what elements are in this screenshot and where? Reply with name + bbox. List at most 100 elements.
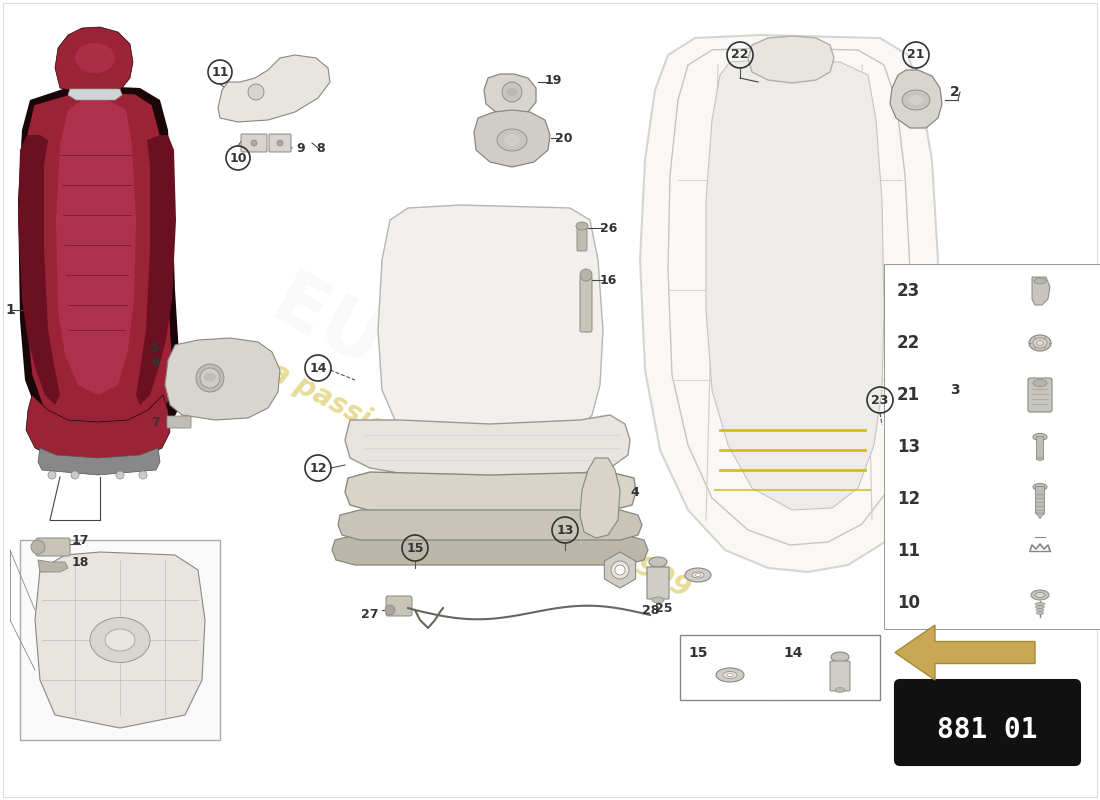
Text: 12: 12 (309, 462, 327, 474)
Text: 2: 2 (950, 85, 959, 99)
Ellipse shape (1035, 593, 1045, 598)
Text: 12: 12 (896, 490, 920, 508)
Text: a passion for parts since 1999: a passion for parts since 1999 (265, 357, 695, 603)
Polygon shape (24, 92, 172, 447)
Text: 11: 11 (211, 66, 229, 78)
Ellipse shape (649, 557, 667, 567)
Text: 10: 10 (229, 151, 246, 165)
Ellipse shape (1035, 606, 1045, 609)
Polygon shape (56, 100, 136, 395)
Circle shape (116, 471, 124, 479)
Circle shape (31, 540, 45, 554)
Text: 26: 26 (600, 222, 617, 234)
Ellipse shape (497, 129, 527, 151)
Text: 3: 3 (950, 383, 959, 397)
Ellipse shape (90, 618, 150, 662)
Polygon shape (55, 27, 133, 93)
Ellipse shape (506, 88, 518, 96)
Ellipse shape (835, 687, 845, 693)
Ellipse shape (204, 373, 216, 382)
Text: 14: 14 (783, 646, 803, 660)
Circle shape (277, 140, 283, 146)
Text: 9: 9 (296, 142, 305, 154)
FancyBboxPatch shape (580, 276, 592, 332)
Ellipse shape (1035, 602, 1045, 606)
Text: 17: 17 (72, 534, 89, 546)
Ellipse shape (1036, 609, 1044, 611)
Text: 1: 1 (6, 303, 14, 317)
Text: 13: 13 (557, 523, 574, 537)
FancyBboxPatch shape (578, 227, 587, 251)
Ellipse shape (504, 134, 520, 146)
Bar (886, 525, 1100, 577)
Text: 27: 27 (361, 607, 378, 621)
Ellipse shape (727, 674, 733, 677)
Polygon shape (378, 205, 603, 452)
Polygon shape (68, 89, 122, 100)
Circle shape (200, 368, 220, 388)
Ellipse shape (75, 43, 116, 73)
Circle shape (72, 471, 79, 479)
FancyBboxPatch shape (1028, 378, 1052, 412)
Text: 21: 21 (908, 49, 925, 62)
Ellipse shape (830, 652, 849, 662)
FancyBboxPatch shape (167, 416, 191, 428)
Polygon shape (39, 448, 160, 475)
Ellipse shape (1033, 379, 1047, 386)
Bar (886, 265, 1100, 317)
Circle shape (196, 364, 224, 392)
FancyBboxPatch shape (830, 661, 850, 691)
Polygon shape (484, 74, 536, 116)
Ellipse shape (1033, 338, 1047, 348)
Polygon shape (35, 552, 205, 728)
Ellipse shape (909, 95, 923, 105)
Bar (680, 635, 880, 700)
Text: 15: 15 (406, 542, 424, 554)
Bar (886, 421, 1100, 473)
Bar (886, 577, 1100, 629)
Circle shape (139, 471, 147, 479)
Text: 20: 20 (556, 131, 572, 145)
Text: 881 01: 881 01 (937, 717, 1037, 745)
Ellipse shape (716, 668, 744, 682)
Polygon shape (136, 135, 176, 405)
Polygon shape (26, 395, 170, 462)
Polygon shape (1036, 513, 1044, 519)
Polygon shape (895, 625, 1035, 680)
Text: 10: 10 (896, 594, 920, 612)
Polygon shape (890, 70, 942, 128)
Polygon shape (165, 338, 280, 420)
Circle shape (248, 84, 264, 100)
Bar (886, 473, 1100, 525)
Circle shape (615, 565, 625, 575)
Polygon shape (218, 55, 330, 122)
Ellipse shape (652, 597, 664, 603)
Ellipse shape (1034, 278, 1046, 284)
Ellipse shape (576, 222, 588, 230)
Text: 11: 11 (896, 542, 920, 560)
Polygon shape (706, 60, 884, 510)
Bar (886, 265, 1100, 629)
Ellipse shape (902, 90, 930, 110)
Ellipse shape (1033, 483, 1047, 490)
Polygon shape (332, 535, 648, 565)
Ellipse shape (692, 572, 704, 578)
Ellipse shape (1033, 434, 1047, 441)
Bar (886, 369, 1100, 421)
Polygon shape (338, 510, 642, 540)
FancyBboxPatch shape (36, 538, 70, 556)
Ellipse shape (1031, 590, 1049, 600)
Ellipse shape (1037, 458, 1043, 461)
Text: 19: 19 (544, 74, 562, 86)
Ellipse shape (695, 574, 701, 577)
FancyBboxPatch shape (270, 134, 292, 152)
Circle shape (610, 561, 629, 579)
Circle shape (48, 471, 56, 479)
Text: 7: 7 (152, 415, 160, 429)
Text: 23: 23 (871, 394, 889, 406)
FancyBboxPatch shape (386, 596, 412, 616)
Text: 21: 21 (896, 386, 920, 404)
Polygon shape (474, 110, 550, 167)
Polygon shape (1032, 277, 1050, 305)
FancyBboxPatch shape (1036, 437, 1044, 459)
